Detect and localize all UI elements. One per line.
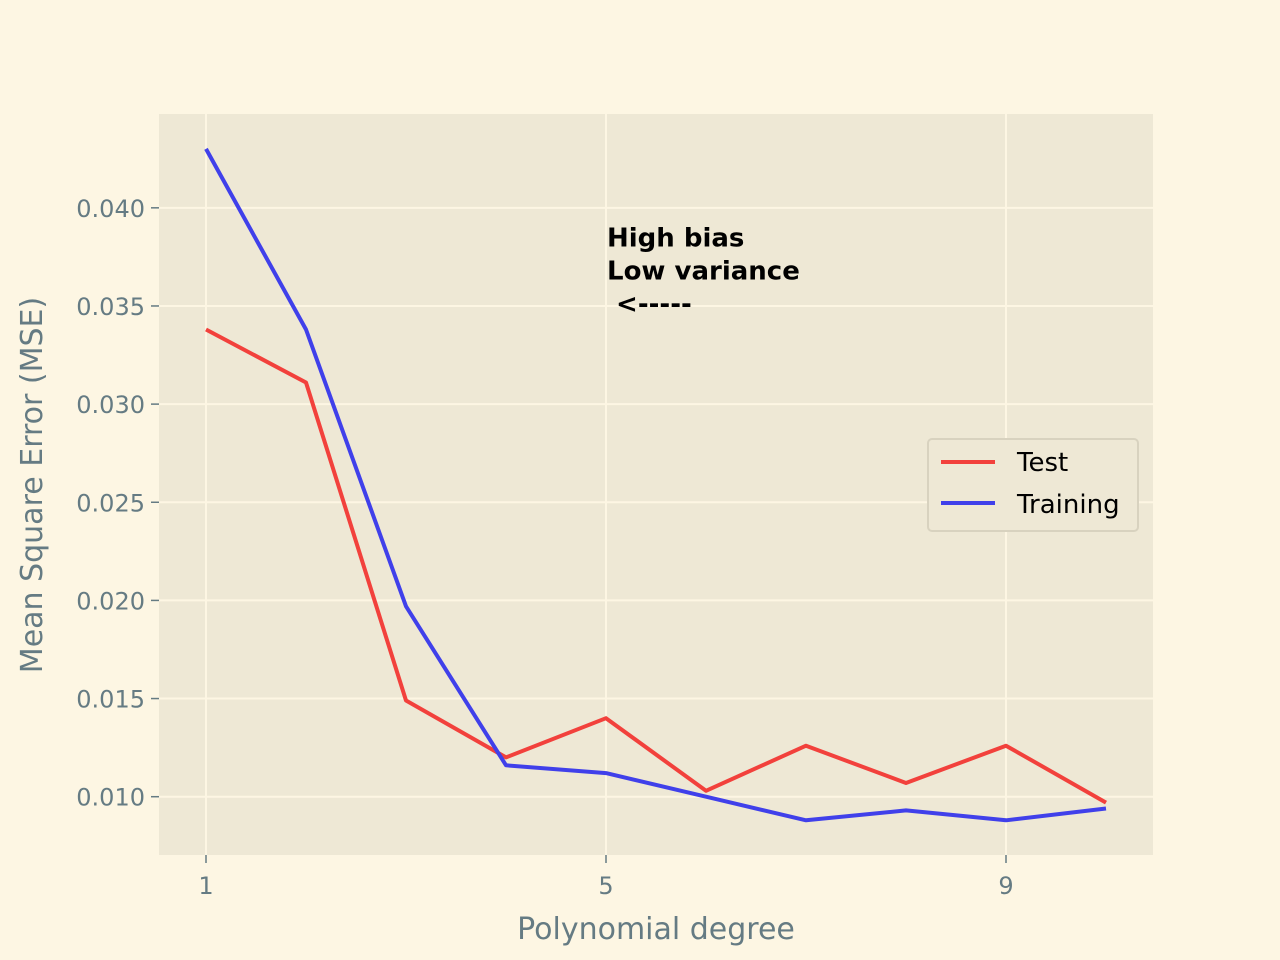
legend-label-test: Test <box>1016 448 1068 478</box>
series-line-training <box>204 147 1107 823</box>
y-tick-label: 0.025 <box>76 489 145 517</box>
legend: Test Training <box>927 438 1139 532</box>
y-tick-label: 0.035 <box>76 293 145 321</box>
legend-label-training: Training <box>1016 490 1120 520</box>
annotation-line-2: Low variance <box>607 256 800 286</box>
y-tick-label: 0.030 <box>76 391 145 419</box>
x-axis-label: Polynomial degree <box>517 912 795 947</box>
y-tick-label: 0.020 <box>76 587 145 615</box>
y-tick-label: 0.010 <box>76 784 145 812</box>
annotation-line-3: <----- <box>607 289 692 319</box>
x-tick-label: 9 <box>998 872 1013 900</box>
x-tick-label: 5 <box>598 872 613 900</box>
annotation-line-1: High bias <box>607 223 744 253</box>
y-axis: 0.010 0.015 0.020 0.025 0.030 0.035 0.040 <box>76 195 159 812</box>
y-axis-label: Mean Square Error (MSE) <box>15 297 50 673</box>
y-tick-label: 0.040 <box>76 195 145 223</box>
series-group <box>204 147 1107 823</box>
x-tick-label: 1 <box>198 872 213 900</box>
y-tick-label: 0.015 <box>76 686 145 714</box>
series-line-test <box>205 327 1107 805</box>
bias-variance-annotation: High bias Low variance <----- <box>607 223 800 319</box>
x-axis: 1 5 9 <box>198 855 1014 900</box>
